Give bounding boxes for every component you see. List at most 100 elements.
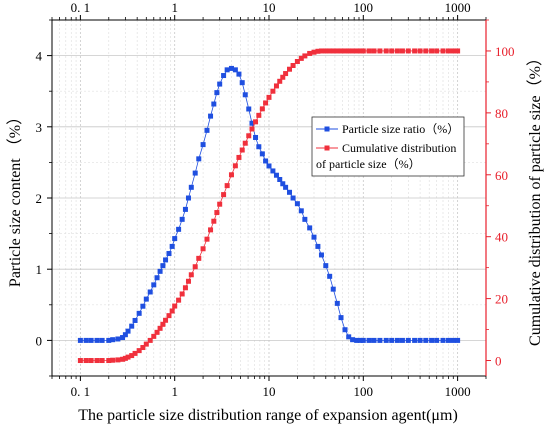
data-point (302, 53, 308, 59)
data-point (423, 337, 429, 343)
legend-label-blue: Particle size ratio（%） (342, 122, 459, 136)
data-point (154, 275, 160, 281)
data-point (242, 92, 248, 98)
data-point (270, 88, 276, 94)
data-point (122, 355, 128, 361)
data-point (455, 48, 461, 54)
data-point (307, 225, 313, 231)
data-point (196, 156, 202, 162)
data-point (208, 227, 214, 233)
data-point (249, 120, 255, 126)
data-point (287, 189, 293, 195)
data-point (239, 147, 245, 153)
legend-marker-blue (324, 126, 330, 132)
data-point (129, 323, 135, 329)
data-point (383, 337, 389, 343)
data-point (377, 337, 383, 343)
data-point (263, 158, 269, 164)
data-point (132, 317, 138, 323)
data-point (346, 334, 352, 340)
data-point (342, 48, 348, 54)
data-point (330, 48, 336, 54)
data-point (270, 168, 276, 174)
y-tick-label-right: 40 (495, 230, 508, 245)
data-point (277, 176, 283, 182)
data-point (122, 332, 128, 338)
data-point (106, 337, 112, 343)
data-point (394, 48, 400, 54)
y-axis-label-left: Particle size content （%） (6, 109, 24, 287)
axes: 0. 10. 111101010010010001000012340204060… (36, 0, 515, 399)
data-point (196, 255, 202, 261)
data-point (327, 273, 333, 279)
data-point (192, 264, 198, 270)
data-point (256, 112, 262, 118)
data-point (417, 48, 423, 54)
data-point (360, 48, 366, 54)
data-point (200, 142, 206, 148)
data-point (236, 71, 242, 77)
data-point (323, 48, 329, 54)
data-point (99, 337, 105, 343)
y-tick-label-left: 3 (36, 120, 43, 135)
data-point (266, 94, 272, 100)
x-tick-label-top: 0. 1 (71, 0, 91, 15)
data-point (338, 315, 344, 321)
legend: Particle size ratio（%） Cumulative distri… (311, 116, 465, 177)
data-point (182, 285, 188, 291)
data-point (246, 133, 252, 139)
data-point (334, 300, 340, 306)
data-point (366, 48, 372, 54)
data-point (83, 337, 89, 343)
data-point (143, 296, 149, 302)
data-point (129, 353, 135, 359)
data-point (412, 48, 418, 54)
x-tick-label-bottom: 10 (263, 384, 276, 399)
data-point (327, 48, 333, 54)
x-tick-label-bottom: 1 (171, 384, 178, 399)
data-point (350, 337, 356, 343)
data-point (423, 48, 429, 54)
data-point (434, 337, 440, 343)
data-point (357, 48, 363, 54)
data-point (266, 163, 272, 169)
x-tick-label-top: 100 (354, 0, 374, 15)
data-point (277, 78, 283, 84)
data-point (169, 308, 175, 314)
data-point (366, 337, 372, 343)
data-point (94, 337, 100, 343)
data-point (88, 337, 94, 343)
data-point (298, 55, 304, 61)
data-point (166, 251, 172, 257)
data-point (259, 106, 265, 112)
data-point (151, 282, 157, 288)
data-point (389, 337, 395, 343)
data-point (94, 358, 100, 364)
legend-marker-red (324, 145, 330, 151)
data-point (294, 201, 300, 207)
data-point (140, 345, 146, 351)
data-point (88, 358, 94, 364)
data-point (318, 48, 324, 54)
x-tick-label-top: 1000 (445, 0, 471, 15)
data-point (283, 71, 289, 77)
data-point (77, 337, 83, 343)
data-point (311, 49, 317, 55)
data-point (106, 358, 112, 364)
x-tick-label-bottom: 100 (354, 384, 374, 399)
data-point (200, 246, 206, 252)
data-point (360, 337, 366, 343)
data-point (357, 337, 363, 343)
data-point (232, 163, 238, 169)
data-point (166, 313, 172, 319)
data-point (188, 184, 194, 190)
legend-box (311, 116, 465, 177)
data-point (445, 337, 451, 343)
x-axis-label: The particle size distribution range of … (78, 407, 458, 424)
data-point (412, 337, 418, 343)
data-point (405, 48, 411, 54)
data-point (338, 48, 344, 54)
data-point (330, 286, 336, 292)
y-tick-label-right: 0 (495, 354, 502, 369)
